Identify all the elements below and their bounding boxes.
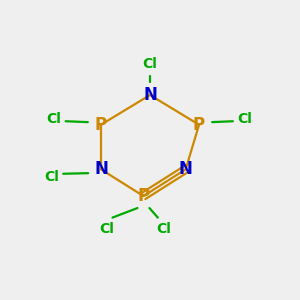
Text: Cl: Cl — [156, 222, 171, 236]
Text: Cl: Cl — [44, 170, 59, 184]
Text: Cl: Cl — [142, 57, 158, 71]
Text: N: N — [143, 86, 157, 104]
Text: N: N — [179, 160, 193, 178]
Text: N: N — [94, 160, 108, 178]
Text: P: P — [193, 116, 205, 134]
Text: P: P — [137, 187, 149, 205]
Text: P: P — [95, 116, 107, 134]
Text: Cl: Cl — [46, 112, 61, 126]
Text: Cl: Cl — [238, 112, 253, 126]
Text: Cl: Cl — [100, 222, 114, 236]
